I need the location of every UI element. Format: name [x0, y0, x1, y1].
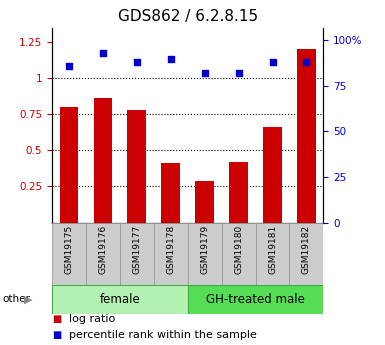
Bar: [60, 107, 78, 223]
Point: [134, 59, 140, 65]
Bar: [154, 223, 187, 285]
Bar: [256, 223, 290, 285]
Bar: [195, 181, 214, 223]
Bar: [52, 223, 86, 285]
Point: [270, 59, 276, 65]
Bar: [222, 223, 256, 285]
Point: [202, 70, 208, 76]
Bar: [52, 285, 188, 314]
Bar: [86, 223, 120, 285]
Bar: [188, 285, 323, 314]
Bar: [127, 110, 146, 223]
Text: GSM19176: GSM19176: [98, 225, 107, 274]
Text: GH-treated male: GH-treated male: [206, 293, 305, 306]
Bar: [120, 223, 154, 285]
Bar: [290, 223, 323, 285]
Title: GDS862 / 6.2.8.15: GDS862 / 6.2.8.15: [118, 9, 258, 24]
Bar: [161, 163, 180, 223]
Text: GSM19175: GSM19175: [64, 225, 74, 274]
Text: GSM19181: GSM19181: [268, 225, 277, 274]
Bar: [188, 223, 222, 285]
Text: ■: ■: [52, 314, 61, 324]
Text: log ratio: log ratio: [69, 314, 116, 324]
Text: GSM19180: GSM19180: [234, 225, 243, 274]
Bar: [297, 49, 316, 223]
Bar: [263, 127, 282, 223]
Text: ▶: ▶: [24, 294, 33, 304]
Point: [236, 70, 242, 76]
Point: [100, 50, 106, 56]
Text: GSM19182: GSM19182: [302, 225, 311, 274]
Text: GSM19178: GSM19178: [166, 225, 175, 274]
Point: [167, 56, 174, 61]
Bar: [229, 162, 248, 223]
Text: GSM19177: GSM19177: [132, 225, 141, 274]
Text: percentile rank within the sample: percentile rank within the sample: [69, 330, 257, 339]
Bar: [94, 98, 112, 223]
Text: other: other: [2, 294, 30, 304]
Text: female: female: [99, 293, 140, 306]
Text: GSM19179: GSM19179: [200, 225, 209, 274]
Text: ■: ■: [52, 330, 61, 339]
Point: [303, 59, 310, 65]
Point: [66, 63, 72, 69]
